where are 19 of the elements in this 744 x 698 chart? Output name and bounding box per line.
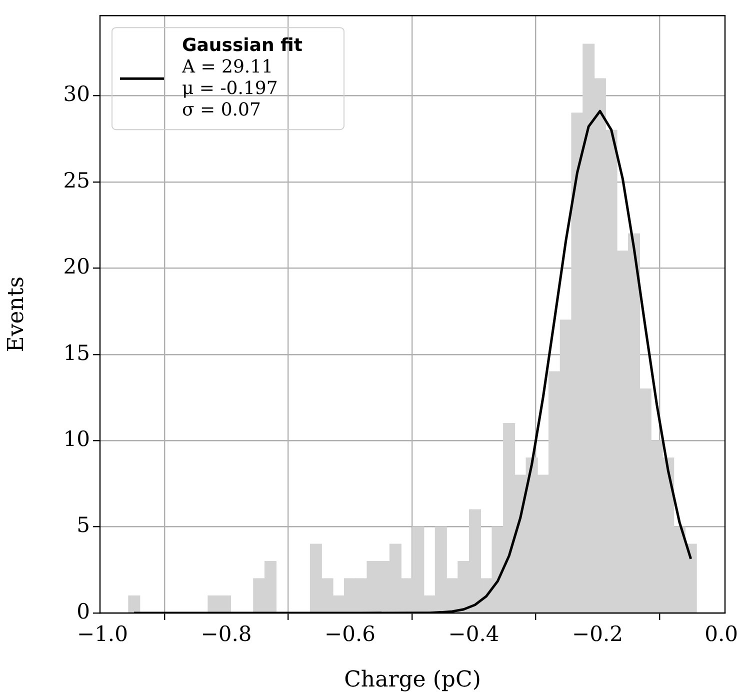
x-tick-label: −0.4 <box>448 622 500 646</box>
y-tick-label: 30 <box>63 82 90 106</box>
x-tick-label: −1.0 <box>76 622 128 646</box>
y-axis-title: Events <box>4 276 29 352</box>
y-tick-label: 20 <box>63 254 90 279</box>
y-tick-label: 5 <box>76 513 90 538</box>
x-tick-label: −0.2 <box>572 622 624 646</box>
y-tick-label: 10 <box>63 427 90 452</box>
y-tick-label: 15 <box>63 340 90 365</box>
annotation: σ = 0.07 <box>182 100 261 121</box>
x-tick-label: −0.8 <box>200 622 252 646</box>
annotation: A = 29.11 <box>181 56 274 78</box>
x-tick-label: −0.6 <box>324 622 376 646</box>
x-tick-label: 0.0 <box>704 622 738 646</box>
text: Gaussian fit <box>182 35 303 56</box>
y-tick-label: 0 <box>76 599 90 624</box>
y-tick-label: 25 <box>63 168 90 192</box>
annotation: μ = -0.197 <box>182 78 278 100</box>
x-axis-title: Charge (pC) <box>344 668 481 693</box>
